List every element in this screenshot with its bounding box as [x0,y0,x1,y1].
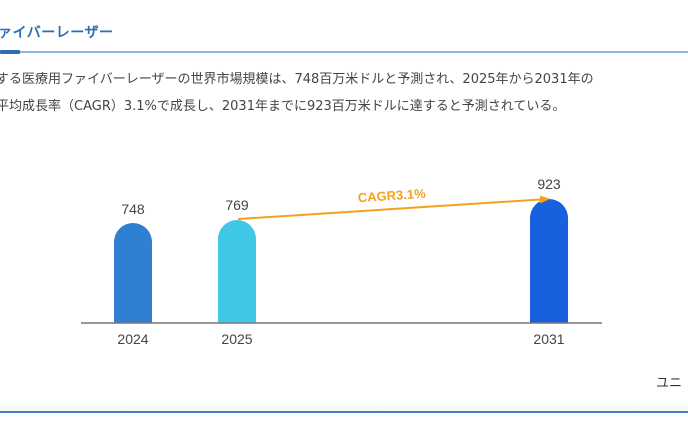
bar-2024 [114,223,152,323]
title-accent-bar [0,50,20,54]
bottom-divider [0,411,688,413]
cagr-label: CAGR3.1% [357,186,426,205]
section-title: ァイバーレーザー [0,25,114,41]
cagr-arrow [237,195,550,220]
category-label-2025: 2025 [221,331,252,347]
bar-2031 [530,199,568,323]
value-label-2024: 748 [121,201,145,217]
value-label-2031: 923 [537,176,561,192]
category-label-2024: 2024 [117,331,148,347]
description-line-1: する医療用ファイバーレーザーの世界市場規模は、748百万米ドルと予測され、202… [0,72,594,87]
title-divider [0,51,688,53]
unit-label: ユニ [656,376,683,391]
bar-2025 [218,220,256,323]
market-description: する医療用ファイバーレーザーの世界市場規模は、748百万米ドルと予測され、202… [0,66,688,120]
value-label-2025: 769 [225,197,249,213]
description-line-2: 平均成長率（CAGR）3.1%で成長し、2031年までに923百万米ドルに達する… [0,99,566,114]
bottom-fade [0,400,688,411]
category-label-2031: 2031 [533,331,564,347]
